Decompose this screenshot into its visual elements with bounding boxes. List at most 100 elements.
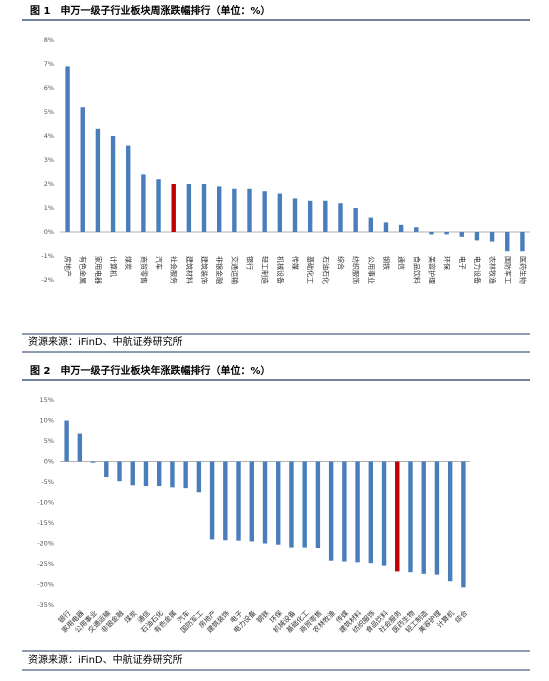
x-tick-label: 建筑装饰 <box>200 256 209 284</box>
bar <box>395 461 400 572</box>
figure-caption: 图 1 申万一级子行业板块周涨跌幅排行（单位：%） <box>30 4 270 17</box>
bar <box>130 461 135 486</box>
x-tick-label: 食品饮料 <box>412 256 421 284</box>
bar <box>307 200 313 232</box>
x-tick-label: 环保 <box>443 256 452 270</box>
source: 资源来源：iFinD、中航证券研究所 <box>28 335 183 348</box>
x-tick-label: 传媒 <box>291 256 300 270</box>
bar <box>338 203 343 232</box>
x-tick-label: 煤炭 <box>122 608 138 624</box>
bar <box>474 232 480 241</box>
bar <box>171 184 176 232</box>
x-tick-label: 美容护理 <box>427 256 436 284</box>
source: 资源来源：iFinD、中航证券研究所 <box>28 653 183 666</box>
x-tick-label: 商贸零售 <box>139 256 148 284</box>
bar <box>276 461 281 545</box>
bar <box>302 461 307 548</box>
y-tick-label: 15% <box>40 396 54 404</box>
bar <box>444 232 449 235</box>
y-tick-label: -10% <box>37 499 54 507</box>
bar <box>368 217 374 232</box>
x-tick-label: 综合 <box>336 256 345 270</box>
x-tick-label: 社会服务 <box>170 256 179 284</box>
bar <box>236 461 241 541</box>
bar <box>201 184 207 232</box>
bar <box>232 188 237 232</box>
bar <box>196 461 202 493</box>
x-tick-label: 公用事业 <box>367 256 376 284</box>
y-tick-label: 4% <box>44 132 54 140</box>
x-tick-label: 基础化工 <box>306 256 315 284</box>
y-tick-label: 6% <box>44 84 54 92</box>
bar <box>143 461 149 487</box>
x-tick-label: 电力设备 <box>473 256 482 284</box>
bar <box>117 461 122 482</box>
x-tick-label: 医药生物 <box>518 256 527 284</box>
x-tick-label: 农林牧渔 <box>488 256 497 284</box>
y-tick-label: -30% <box>37 581 54 589</box>
x-tick-label: 钢铁 <box>382 256 391 270</box>
bar <box>447 461 453 582</box>
bar <box>90 461 96 463</box>
bar <box>505 232 510 252</box>
y-tick-label: 0% <box>44 228 54 236</box>
bar <box>64 420 69 462</box>
bar <box>77 433 83 462</box>
bar <box>342 461 347 562</box>
bar <box>289 461 294 548</box>
x-tick-label: 石油石化 <box>321 256 330 284</box>
y-tick-label: 1% <box>44 204 54 212</box>
bar <box>110 136 116 232</box>
y-tick-label: -20% <box>37 540 54 548</box>
y-tick-label: 5% <box>44 108 54 116</box>
bar <box>216 186 222 232</box>
bar <box>170 461 175 488</box>
bar <box>434 461 440 575</box>
bar <box>398 224 404 232</box>
bar <box>249 461 254 542</box>
bar <box>209 461 215 540</box>
x-tick-label: 家用电器 <box>94 256 103 284</box>
bar <box>277 193 283 232</box>
bar <box>141 174 146 232</box>
y-tick-label: -35% <box>37 601 54 609</box>
bar <box>126 145 131 232</box>
y-tick-label: -25% <box>37 560 54 568</box>
bar <box>186 184 192 232</box>
bar <box>223 461 228 541</box>
bar <box>429 232 434 235</box>
x-tick-label: 汽车 <box>155 256 164 270</box>
y-tick-label: 5% <box>44 437 54 445</box>
x-tick-label: 计算机 <box>109 256 118 277</box>
x-tick-label: 银行 <box>246 256 255 270</box>
bar <box>381 461 387 566</box>
y-tick-label: -15% <box>37 519 54 527</box>
bar <box>328 461 334 561</box>
bar <box>262 461 268 544</box>
x-tick-label: 电子 <box>458 256 467 270</box>
bar <box>156 179 161 232</box>
figure-caption: 图 2 申万一级子行业板块年涨跌幅排行（单位：%） <box>30 364 270 377</box>
y-tick-label: -5% <box>41 478 54 486</box>
bar <box>104 461 109 478</box>
x-tick-label: 通信 <box>397 256 406 270</box>
x-tick-label: 建筑材料 <box>185 256 194 284</box>
y-tick-label: -1% <box>41 252 54 260</box>
bar <box>383 222 389 232</box>
y-tick-label: 3% <box>44 156 54 164</box>
x-tick-label: 煤炭 <box>124 256 133 270</box>
x-tick-label: 钢铁 <box>255 608 271 624</box>
x-tick-label: 有色金属 <box>79 256 88 284</box>
bar <box>95 128 101 232</box>
bar <box>247 188 252 232</box>
bar <box>80 107 85 232</box>
x-tick-label: 轻工制造 <box>261 256 270 284</box>
y-tick-label: 2% <box>44 180 54 188</box>
bar <box>315 461 321 549</box>
bar <box>353 208 358 232</box>
y-tick-label: -2% <box>41 276 54 284</box>
bar <box>408 461 413 573</box>
bar <box>489 232 495 242</box>
x-tick-label: 机械设备 <box>276 256 285 284</box>
